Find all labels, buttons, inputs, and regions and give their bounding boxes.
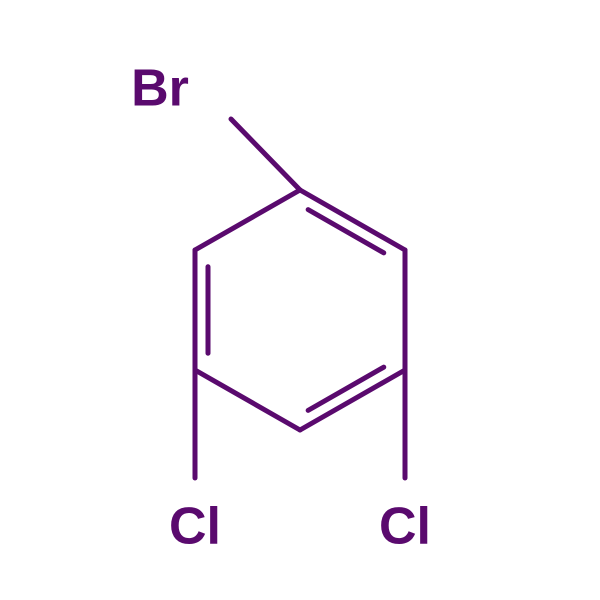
- atom-label-cl-1: Cl: [379, 498, 431, 556]
- subst-bond-0: [231, 119, 300, 190]
- atom-label-cl-2: Cl: [169, 498, 221, 556]
- bond-C1-C2: [300, 190, 405, 250]
- bond-C3-C4: [300, 370, 405, 430]
- atom-label-br-0: Br: [131, 60, 189, 118]
- molecule-diagram: Br Cl Cl: [0, 0, 600, 600]
- bond-C6-C1: [195, 190, 300, 250]
- bond-C4-C5: [195, 370, 300, 430]
